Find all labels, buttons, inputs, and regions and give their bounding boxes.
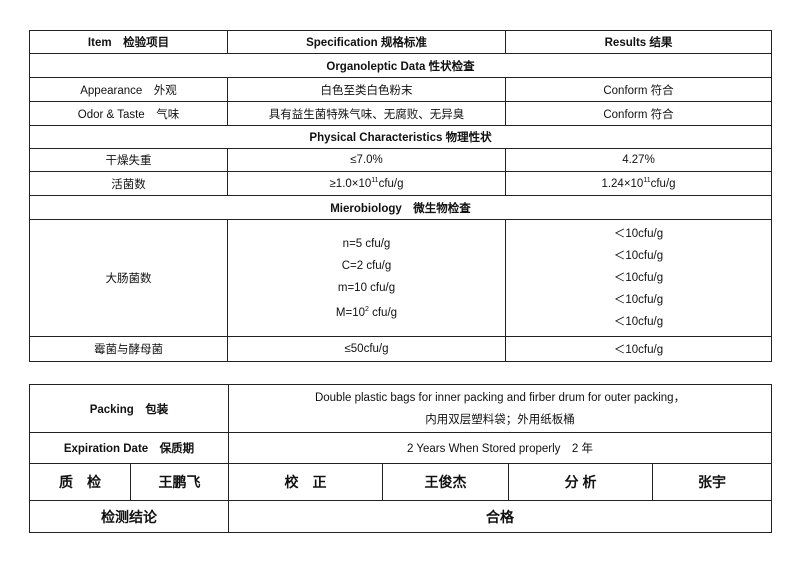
check-name: 王俊杰 — [382, 463, 510, 501]
test-results-table: Item 检验项目 Specification 规格标准 Results 结果 … — [29, 30, 772, 362]
result-cell: Conform 符合 — [505, 101, 772, 126]
packing-label: Packing 包装 — [28, 384, 230, 433]
result-prefix: 1.24×10 — [601, 177, 644, 190]
spec-exponent: 11 — [371, 177, 379, 185]
result-line: ＜10cfu/g — [613, 316, 664, 328]
item-cell: 大肠菌数 — [29, 219, 228, 337]
table-row: 活菌数 ≥1.0×1011cfu/g 1.24×1011cfu/g — [29, 171, 772, 196]
conclusion-value: 合格 — [228, 500, 773, 533]
packing-line-cn: 内用双层塑料袋；外用纸板桶 — [425, 413, 575, 426]
packing-line-en: Double plastic bags for inner packing an… — [314, 391, 686, 404]
header-specification: Specification 规格标准 — [227, 30, 506, 54]
spec-line: n=5 cfu/g — [342, 237, 391, 250]
result-exponent: 11 — [643, 177, 651, 185]
item-cell: 活菌数 — [29, 171, 228, 196]
section-microbiology: Mierobiology 微生物检查 — [29, 195, 772, 220]
spec-cell: ≤50cfu/g — [227, 336, 506, 362]
result-line: ＜10cfu/g — [613, 228, 664, 240]
section-organoleptic: Organoleptic Data 性状检查 — [29, 53, 772, 78]
item-cell: Odor & Taste 气味 — [29, 101, 228, 126]
item-cell: 霉菌与酵母菌 — [29, 336, 228, 362]
result-cell: Conform 符合 — [505, 77, 772, 102]
spec-cell: 具有益生菌特殊气味、无腐败、无异臭 — [227, 101, 506, 126]
qc-label: 质 检 — [29, 463, 131, 501]
spec-suffix: cfu/g — [368, 306, 398, 319]
table-row: 干燥失重 ≤7.0% 4.27% — [29, 148, 772, 172]
packing-signature-table: Packing 包装 Double plastic bags for inner… — [28, 384, 773, 533]
table-row: Appearance 外观 白色至类白色粉末 Conform 符合 — [29, 77, 772, 102]
qc-name: 王鹏飞 — [129, 463, 230, 501]
spec-line: M=102 cfu/g — [228, 299, 505, 324]
table-row: Odor & Taste 气味 具有益生菌特殊气味、无腐败、无异臭 Confor… — [29, 101, 772, 126]
spec-prefix: M=10 — [335, 306, 366, 319]
table-row: 霉菌与酵母菌 ≤50cfu/g ＜10cfu/g — [29, 336, 772, 362]
spec-cell: ≤7.0% — [227, 148, 506, 172]
header-results: Results 结果 — [505, 30, 772, 54]
conclusion-label: 检测结论 — [28, 500, 230, 533]
result-cell: 1.24×1011cfu/g — [505, 171, 772, 196]
spec-cell: 白色至类白色粉末 — [227, 77, 506, 102]
item-cell: Appearance 外观 — [29, 77, 228, 102]
conclusion-row: 检测结论 合格 — [28, 500, 773, 533]
result-cell: 4.27% — [505, 148, 772, 172]
analysis-label: 分 析 — [508, 463, 654, 501]
header-row: Item 检验项目 Specification 规格标准 Results 结果 — [29, 30, 772, 54]
result-cell: ＜10cfu/g ＜10cfu/g ＜10cfu/g ＜10cfu/g ＜10c… — [505, 219, 772, 337]
packing-row: Packing 包装 Double plastic bags for inner… — [28, 384, 773, 433]
packing-value: Double plastic bags for inner packing an… — [228, 384, 773, 433]
result-cell: ＜10cfu/g — [505, 336, 772, 362]
result-suffix: cfu/g — [650, 177, 676, 190]
result-line: ＜10cfu/g — [613, 250, 664, 262]
spec-suffix: cfu/g — [378, 177, 404, 190]
table-row: 大肠菌数 n=5 cfu/g C=2 cfu/g m=10 cfu/g M=10… — [29, 219, 772, 337]
check-label: 校 正 — [228, 463, 384, 501]
spec-cell: n=5 cfu/g C=2 cfu/g m=10 cfu/g M=102 cfu… — [227, 219, 506, 337]
result-line: ＜10cfu/g — [613, 294, 664, 306]
spec-line: C=2 cfu/g — [341, 259, 392, 272]
item-cell: 干燥失重 — [29, 148, 228, 172]
expiration-value: 2 Years When Stored properly 2 年 — [228, 432, 773, 464]
signature-row: 质 检 王鹏飞 校 正 王俊杰 分 析 张宇 — [29, 463, 773, 501]
expiration-row: Expiration Date 保质期 2 Years When Stored … — [28, 432, 773, 464]
spec-line: m=10 cfu/g — [337, 281, 396, 294]
analysis-name: 张宇 — [652, 463, 773, 501]
expiration-label: Expiration Date 保质期 — [28, 432, 230, 464]
header-item: Item 检验项目 — [29, 30, 228, 54]
spec-cell: ≥1.0×1011cfu/g — [227, 171, 506, 196]
spec-prefix: ≥1.0×10 — [329, 177, 372, 190]
spec-exponent: 2 — [365, 305, 369, 313]
result-line: ＜10cfu/g — [613, 272, 664, 284]
section-physical: Physical Characteristics 物理性状 — [29, 125, 772, 149]
